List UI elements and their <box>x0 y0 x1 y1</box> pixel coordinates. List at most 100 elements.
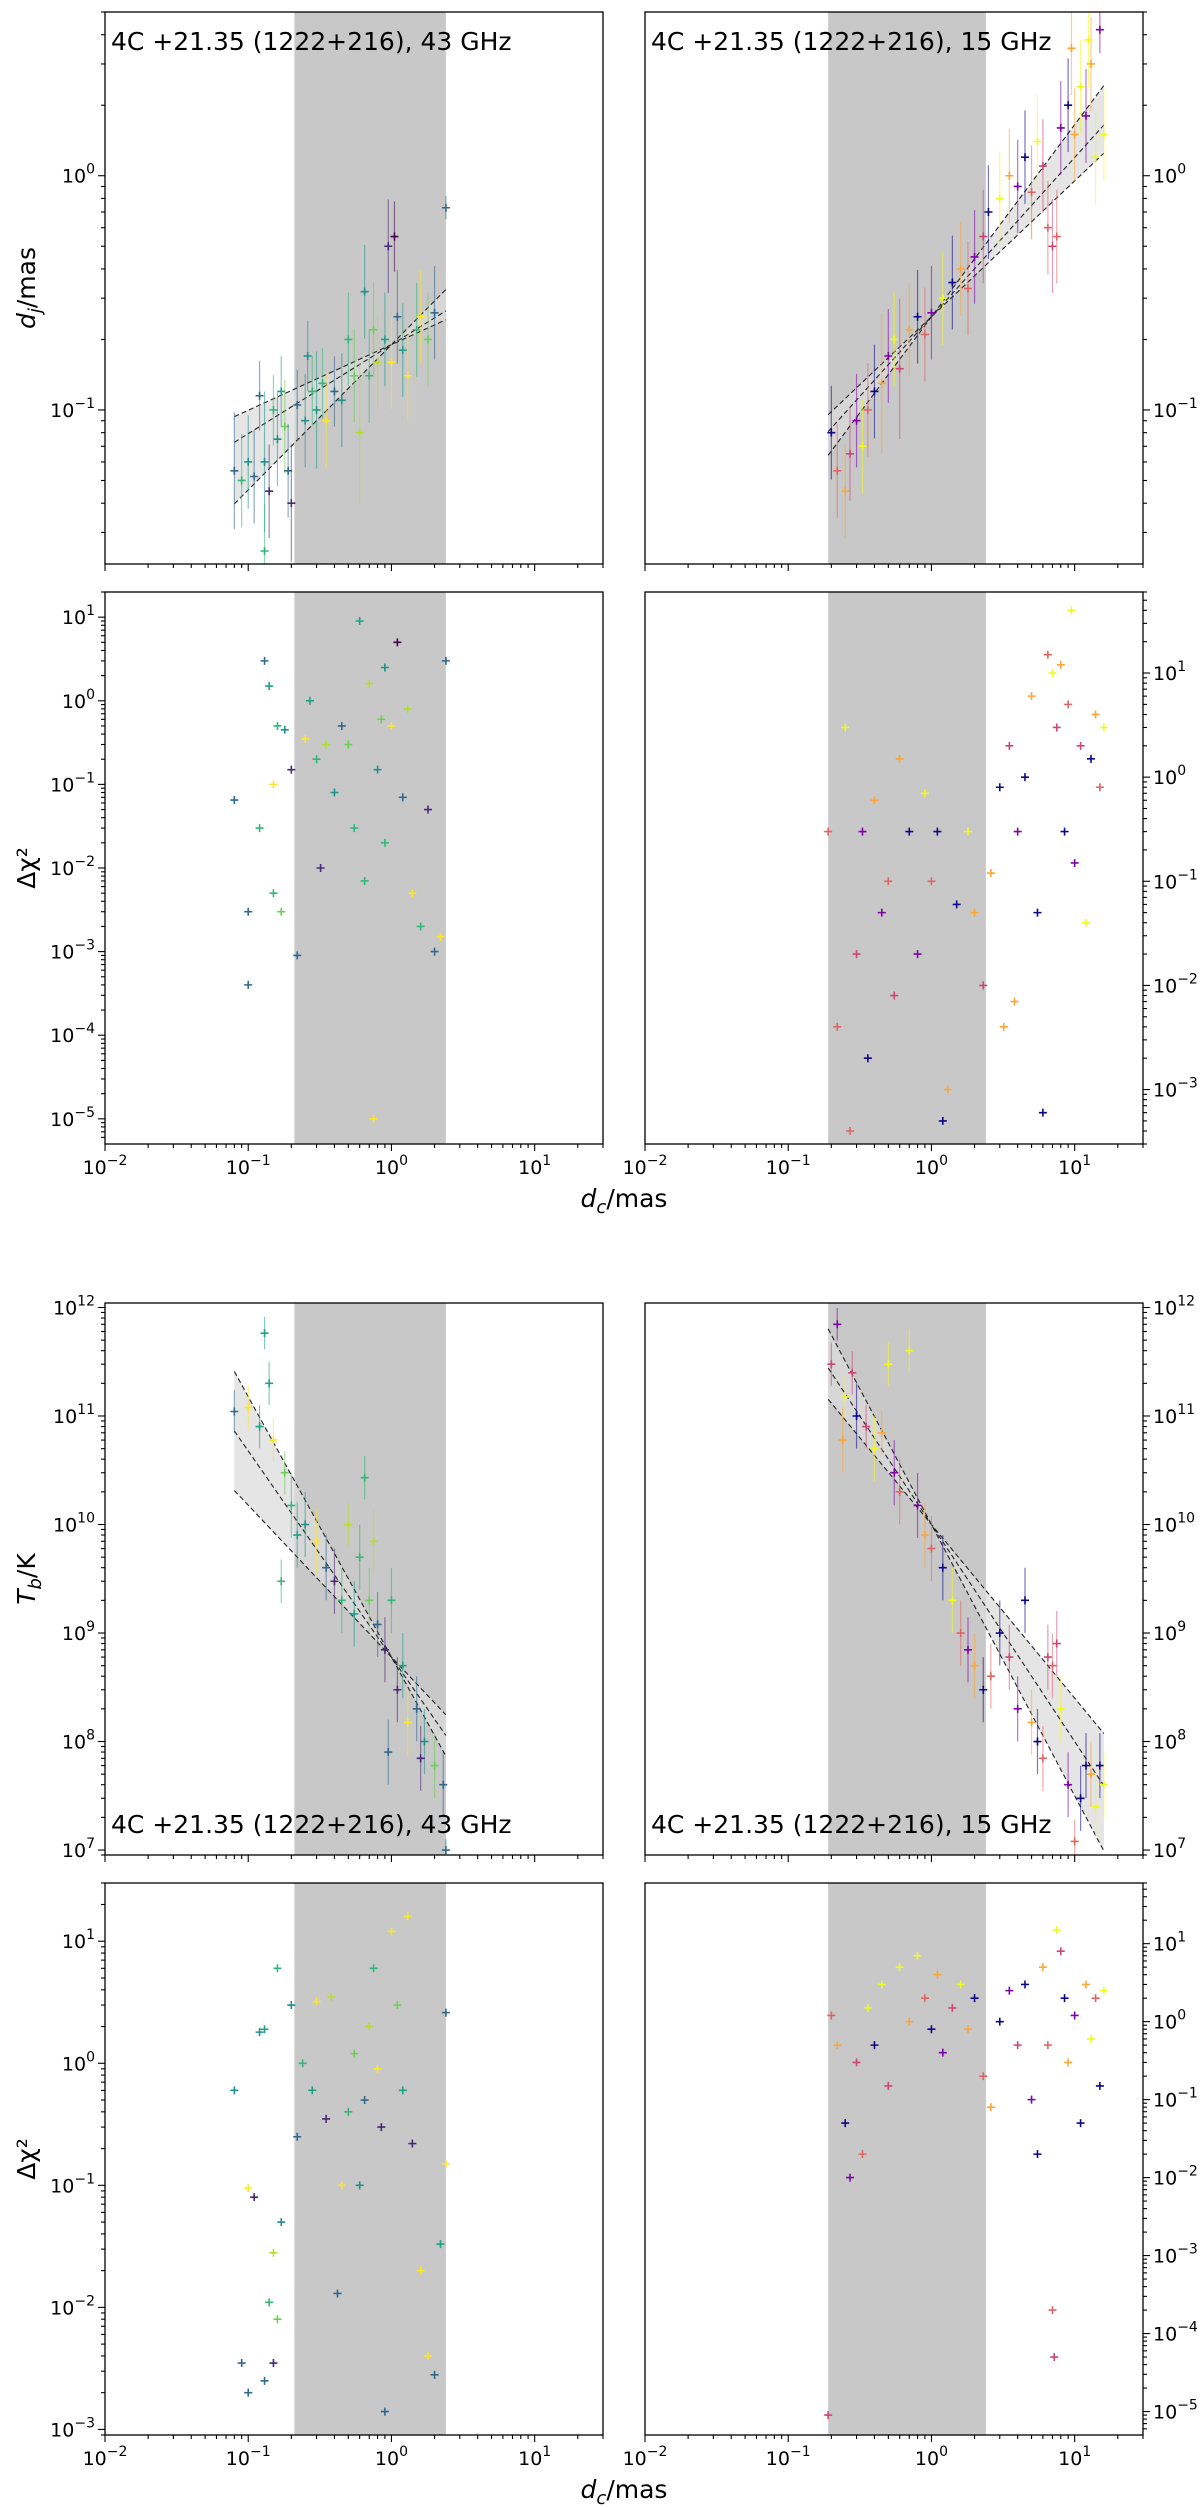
point-marker <box>846 1126 855 1135</box>
point-marker <box>350 1609 359 1618</box>
y-tick-label: 10−3 <box>50 938 95 964</box>
point-marker <box>1005 741 1014 750</box>
data-point <box>1038 1108 1047 1117</box>
point-marker <box>970 1994 979 2003</box>
data-point <box>920 789 929 798</box>
data-point <box>244 2388 253 2397</box>
data-point <box>964 827 973 836</box>
data-point <box>393 1657 402 1723</box>
point-marker <box>979 1685 988 1694</box>
axes-frame <box>644 11 1144 565</box>
data-point <box>316 864 325 872</box>
point-marker <box>1013 2041 1022 2050</box>
data-point <box>1038 119 1047 213</box>
data-point <box>1052 723 1061 732</box>
point-marker <box>330 387 339 396</box>
point-marker <box>369 1114 378 1123</box>
point-marker <box>260 2025 269 2034</box>
data-point <box>1091 110 1100 205</box>
point-marker <box>1050 2353 1059 2362</box>
data-point <box>365 679 374 688</box>
point-marker <box>255 824 264 833</box>
y-tick-label: 10−1 <box>1153 396 1198 422</box>
point-marker <box>1070 858 1079 867</box>
point-marker <box>255 2028 264 2037</box>
point-marker <box>412 325 421 334</box>
data-point <box>1052 189 1061 284</box>
point-marker <box>416 312 425 321</box>
point-marker <box>369 1537 378 1546</box>
point-marker <box>398 1661 407 1670</box>
point-marker <box>298 2059 307 2068</box>
point-marker <box>841 487 850 496</box>
point-marker <box>938 2048 947 2057</box>
point-marker <box>1060 827 1069 836</box>
point-marker <box>1067 606 1076 615</box>
point-marker <box>1076 741 1085 750</box>
point-marker <box>1038 1754 1047 1763</box>
point-marker <box>277 387 286 396</box>
point-marker <box>355 616 364 625</box>
data-point <box>255 1404 264 1449</box>
data-point <box>1005 1624 1014 1690</box>
point-marker <box>927 308 936 317</box>
data-point <box>312 1508 321 1574</box>
data-point <box>387 315 396 410</box>
y-tick-label: 10−2 <box>50 854 95 880</box>
data-point <box>890 991 899 1000</box>
data-point <box>1010 997 1019 1006</box>
data-point <box>970 1994 979 2003</box>
point-marker <box>301 734 310 743</box>
point-marker <box>1060 1994 1069 2003</box>
y-tick-label: 1010 <box>53 1511 95 1537</box>
data-point <box>1064 1752 1073 1818</box>
data-point <box>1056 81 1065 175</box>
data-point <box>273 392 282 487</box>
data-point <box>416 1725 425 1791</box>
data-point <box>979 2072 988 2081</box>
axes-frame <box>644 591 1144 1145</box>
point-marker <box>327 1992 336 2001</box>
data-point <box>995 151 1004 246</box>
point-marker <box>430 947 439 956</box>
data-point <box>1043 1624 1052 1690</box>
point-marker <box>337 721 346 730</box>
y-tick-label: 109 <box>1153 1619 1186 1645</box>
point-marker <box>948 1596 957 1605</box>
data-point <box>1095 12 1104 54</box>
axes-frame <box>644 1882 1144 2436</box>
point-marker <box>269 2248 278 2257</box>
data-point <box>373 2064 382 2073</box>
data-point <box>412 1676 421 1742</box>
point-marker <box>913 1501 922 1510</box>
point-marker <box>250 2193 259 2202</box>
data-point <box>436 2240 445 2249</box>
fit-line-slope-mid <box>234 310 447 443</box>
data-point <box>269 2359 278 2368</box>
data-point <box>1099 87 1108 182</box>
point-marker <box>841 1392 850 1401</box>
data-point <box>350 328 359 423</box>
point-marker <box>393 1685 402 1694</box>
data-point <box>1082 918 1091 927</box>
point-marker <box>1027 2095 1036 2104</box>
data-point <box>369 282 378 377</box>
point-marker <box>244 1403 253 1412</box>
point-marker <box>237 476 246 485</box>
point-marker <box>862 1422 871 1431</box>
point-marker <box>841 2119 850 2128</box>
data-point <box>424 292 433 387</box>
point-marker <box>999 1022 1008 1031</box>
data-point <box>833 423 842 518</box>
data-point <box>306 696 315 705</box>
point-marker <box>244 2184 253 2193</box>
data-point <box>1076 39 1085 134</box>
point-marker <box>1033 908 1042 917</box>
data-point <box>408 2139 417 2148</box>
point-marker <box>943 1085 952 1094</box>
data-point <box>1070 858 1079 867</box>
data-point <box>964 241 973 336</box>
point-marker <box>269 889 278 898</box>
point-marker <box>824 827 833 836</box>
point-marker <box>280 1468 289 1477</box>
